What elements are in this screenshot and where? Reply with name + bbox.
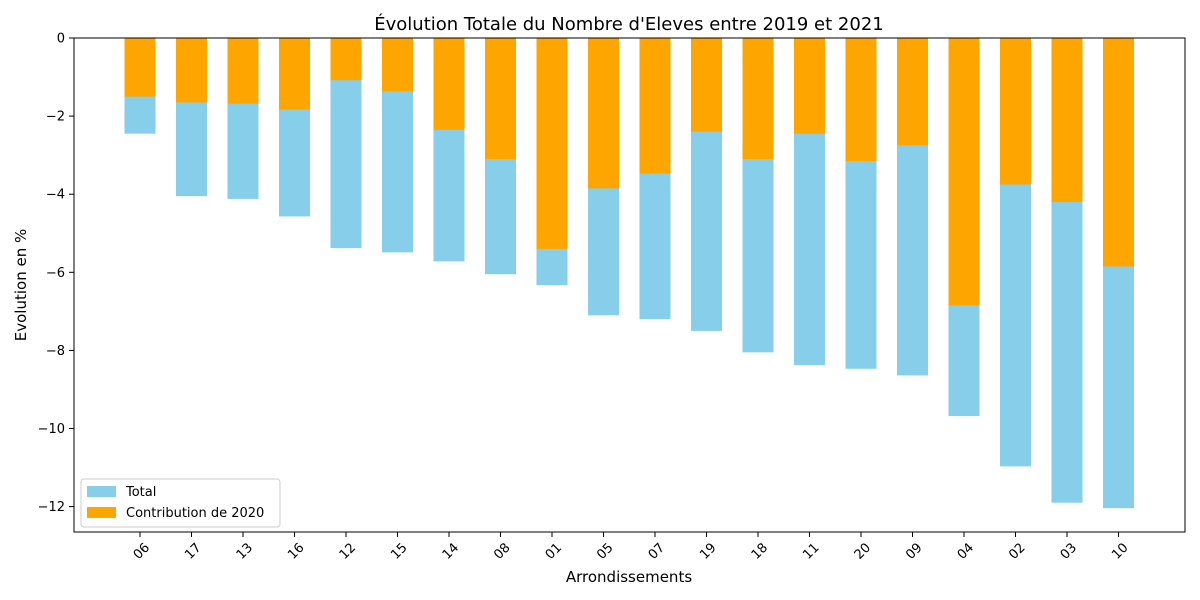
chart-title: Évolution Totale du Nombre d'Eleves entr…: [374, 13, 883, 35]
x-tick-label: 10: [1109, 540, 1131, 562]
x-tick-label: 09: [903, 540, 925, 562]
bars-group: [124, 38, 1134, 509]
bar-contribution-2020-11: [794, 38, 825, 134]
x-tick-label: 04: [955, 540, 977, 562]
bar-contribution-2020-19: [691, 38, 722, 132]
legend-frame: [80, 478, 281, 528]
y-tick-label: −12: [38, 500, 65, 515]
x-tick-label: 20: [852, 540, 874, 562]
bar-contribution-2020-12: [330, 38, 362, 81]
x-tick-label: 18: [749, 540, 771, 562]
bar-contribution-2020-14: [433, 38, 465, 130]
y-tick-label: −10: [38, 422, 65, 437]
x-tick-label: 08: [491, 540, 513, 562]
y-tick-label: −2: [46, 110, 65, 125]
legend: Total Contribution de 2020: [80, 478, 281, 528]
bar-contribution-2020-17: [176, 38, 207, 103]
x-tick-label: 01: [543, 540, 565, 562]
legend-swatch-contribution-2020: [87, 507, 116, 518]
legend-label-total: Total: [125, 485, 156, 500]
bar-contribution-2020-18: [742, 38, 774, 160]
x-tick-label: 12: [337, 540, 359, 562]
x-tick-label: 17: [182, 540, 204, 562]
x-tick-label: 03: [1058, 540, 1080, 562]
x-axis-label: Arrondissements: [566, 568, 692, 586]
x-tick-label: 07: [646, 540, 668, 562]
bar-contribution-2020-08: [485, 38, 516, 160]
bar-contribution-2020-05: [588, 38, 619, 189]
bar-contribution-2020-02: [1000, 38, 1031, 185]
y-axis-label: Evolution en %: [12, 229, 30, 341]
x-axis: 06 17 13 16 12 15 14 08 01 05 07 19 18 11 20 09 04 02 03 10: [131, 532, 1132, 563]
bar-contribution-2020-10: [1103, 38, 1134, 267]
x-tick-label: 16: [285, 540, 307, 562]
bar-contribution-2020-16: [279, 38, 310, 110]
y-tick-label: −4: [46, 188, 65, 203]
x-tick-label: 02: [1006, 540, 1028, 562]
x-tick-label: 05: [594, 540, 616, 562]
bar-contribution-2020-04: [948, 38, 980, 306]
y-axis: 0 −2 −4 −6 −8 −10 −12: [38, 32, 74, 515]
legend-label-contribution-2020: Contribution de 2020: [126, 506, 264, 521]
bar-contribution-2020-01: [536, 38, 568, 249]
x-tick-label: 15: [388, 540, 410, 562]
bar-contribution-2020-03: [1051, 38, 1083, 203]
y-tick-label: −6: [46, 266, 65, 281]
bar-contribution-2020-20: [845, 38, 877, 162]
legend-swatch-total: [87, 486, 116, 497]
bar-contribution-2020-06: [124, 38, 156, 97]
x-tick-label: 13: [234, 540, 256, 562]
bar-contribution-2020-13: [227, 38, 259, 104]
y-tick-label: −8: [46, 344, 65, 359]
x-tick-label: 19: [697, 540, 719, 562]
bar-contribution-2020-07: [639, 38, 671, 174]
bar-contribution-2020-09: [897, 38, 928, 146]
x-tick-label: 06: [131, 540, 153, 562]
y-tick-label: 0: [57, 32, 65, 47]
plot-frame: [73, 37, 1186, 533]
x-tick-label: 14: [440, 540, 462, 562]
bar-contribution-2020-15: [382, 38, 413, 92]
x-tick-label: 11: [800, 540, 822, 562]
